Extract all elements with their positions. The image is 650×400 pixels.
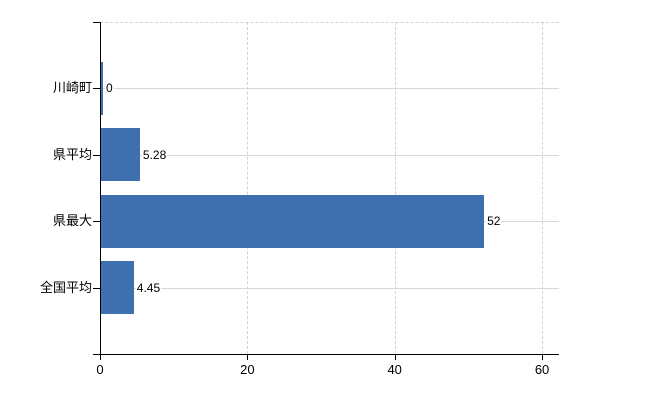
h-gridline xyxy=(101,287,559,289)
h-gridline xyxy=(101,154,559,156)
x-tick-label: 0 xyxy=(96,362,104,377)
bar-value-label: 4.45 xyxy=(135,280,162,295)
y-axis-tick xyxy=(93,22,100,23)
x-axis-tick xyxy=(394,355,396,360)
category-label: 県平均 xyxy=(52,146,92,162)
y-axis-line xyxy=(100,22,101,355)
y-axis-tick xyxy=(93,221,100,223)
x-axis-tick xyxy=(542,355,544,360)
x-axis-tick xyxy=(247,355,249,360)
y-axis-tick xyxy=(93,154,100,156)
y-axis-tick xyxy=(93,287,100,289)
bar xyxy=(101,194,485,248)
bar-value-label: 0 xyxy=(105,81,114,96)
h-gridline xyxy=(101,88,559,90)
x-axis-line xyxy=(94,354,559,355)
plot-top-border xyxy=(100,22,559,23)
bar xyxy=(101,128,140,182)
v-gridline xyxy=(247,22,249,354)
bar xyxy=(101,61,103,115)
category-label: 川崎町 xyxy=(52,80,92,96)
y-axis-tick xyxy=(93,354,100,355)
v-gridline xyxy=(394,22,396,354)
x-axis-tick xyxy=(100,355,101,360)
x-tick-label: 60 xyxy=(534,362,550,377)
v-gridline xyxy=(542,22,544,354)
bar-value-label: 52 xyxy=(486,214,502,229)
bar xyxy=(101,261,134,315)
y-axis-tick xyxy=(93,88,100,90)
category-label: 県最大 xyxy=(52,213,92,229)
x-tick-label: 20 xyxy=(240,362,255,377)
bar-value-label: 5.28 xyxy=(141,147,168,162)
x-tick-label: 40 xyxy=(387,362,402,377)
category-label: 全国平均 xyxy=(39,279,92,295)
